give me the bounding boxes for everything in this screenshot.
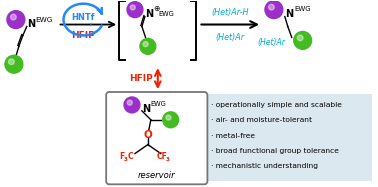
Circle shape <box>11 14 16 20</box>
Circle shape <box>140 38 156 54</box>
Text: (Het)Ar: (Het)Ar <box>216 33 245 42</box>
Text: EWG: EWG <box>159 11 175 17</box>
Circle shape <box>9 59 14 65</box>
Text: · air- and moisture-tolerant: · air- and moisture-tolerant <box>211 117 312 123</box>
Text: ₂: ₂ <box>89 21 92 27</box>
Text: · broad functional group tolerance: · broad functional group tolerance <box>211 148 339 154</box>
Text: N: N <box>285 9 293 19</box>
Text: · metal-free: · metal-free <box>211 133 256 139</box>
Text: EWG: EWG <box>36 17 53 23</box>
Text: HFIP: HFIP <box>71 31 95 40</box>
Circle shape <box>294 31 311 49</box>
Circle shape <box>166 115 171 120</box>
Circle shape <box>7 11 25 28</box>
Text: N: N <box>27 19 35 29</box>
Circle shape <box>5 55 23 73</box>
Circle shape <box>163 112 179 128</box>
Text: 3: 3 <box>124 157 128 162</box>
Text: C: C <box>128 152 134 161</box>
Text: EWG: EWG <box>295 6 311 12</box>
Text: ⊕: ⊕ <box>153 4 159 13</box>
Text: EWG: EWG <box>151 101 167 107</box>
Text: HFIP: HFIP <box>129 74 153 83</box>
Text: (Het)Ar-H: (Het)Ar-H <box>211 8 249 17</box>
Circle shape <box>265 1 283 19</box>
Text: 3: 3 <box>166 157 170 162</box>
Text: (Het)Ar: (Het)Ar <box>257 38 285 47</box>
Circle shape <box>297 35 303 41</box>
Circle shape <box>127 100 132 105</box>
Circle shape <box>268 4 274 10</box>
Text: · operationally simple and scalable: · operationally simple and scalable <box>211 102 342 108</box>
Text: N: N <box>145 9 153 19</box>
Text: reservoir: reservoir <box>138 171 176 180</box>
Circle shape <box>124 97 140 113</box>
Text: N: N <box>142 104 150 114</box>
Circle shape <box>130 5 135 10</box>
Text: · mechanistic understanding: · mechanistic understanding <box>211 163 318 169</box>
Circle shape <box>127 2 143 18</box>
Text: CF: CF <box>157 152 168 161</box>
Text: O: O <box>144 130 152 140</box>
FancyBboxPatch shape <box>205 94 372 181</box>
Text: HNTf: HNTf <box>71 13 95 22</box>
Text: F: F <box>119 152 124 161</box>
Circle shape <box>143 42 148 47</box>
FancyBboxPatch shape <box>106 92 208 184</box>
